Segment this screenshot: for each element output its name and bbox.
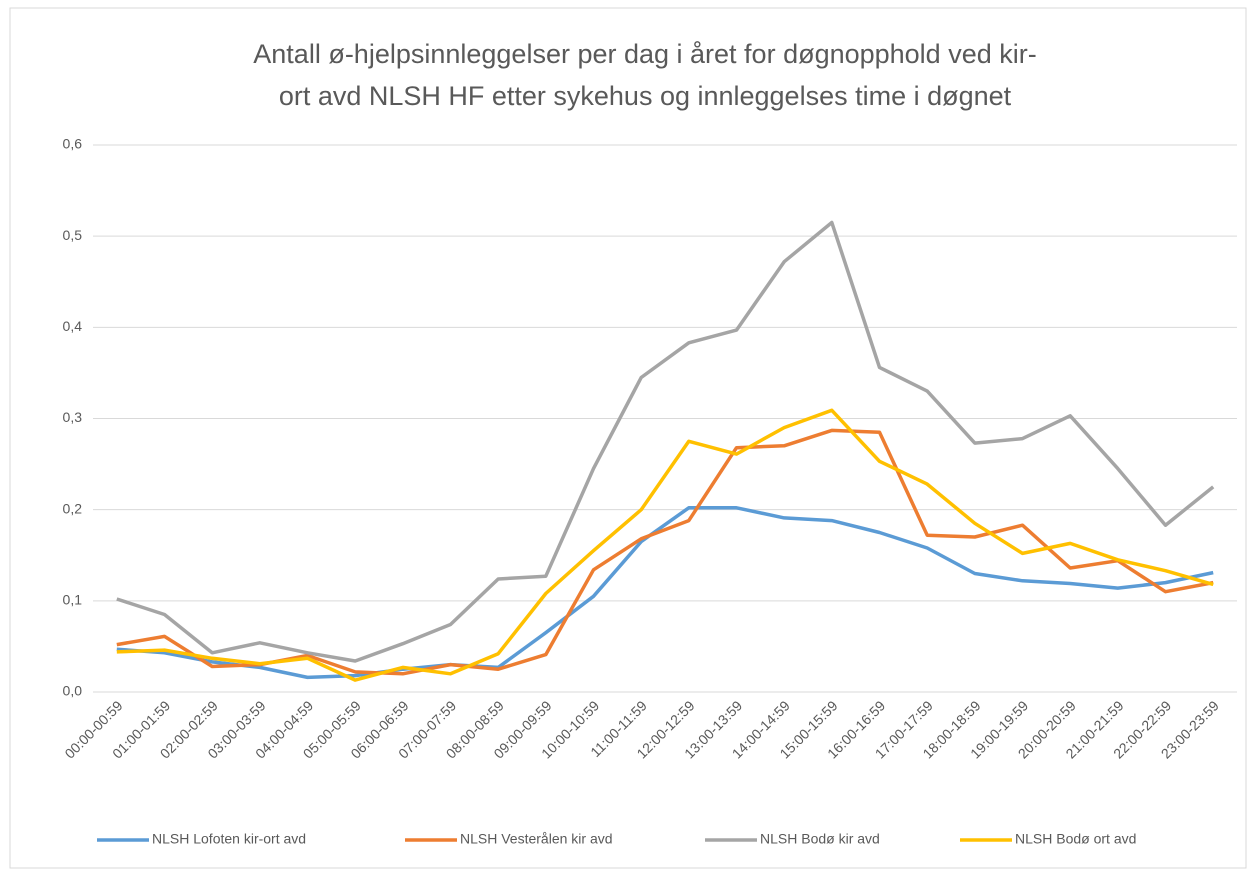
y-tick-label: 0,2 (63, 500, 83, 516)
y-tick-label: 0,5 (63, 227, 83, 243)
legend-label: NLSH Bodø ort avd (1015, 831, 1136, 847)
chart-title: Antall ø-hjelpsinnleggelser per dag i år… (253, 39, 1036, 69)
legend-label: NLSH Lofoten kir-ort avd (152, 831, 306, 847)
series-line (116, 428, 1214, 676)
y-tick-label: 0,4 (63, 318, 83, 334)
y-tick-label: 0,6 (63, 136, 83, 152)
series-line (116, 408, 1214, 682)
legend-label: NLSH Vesterålen kir avd (460, 831, 613, 847)
legend-label: NLSH Bodø kir avd (760, 831, 880, 847)
y-tick-label: 0,1 (63, 592, 83, 608)
chart-frame (9, 7, 1247, 869)
chart-title: ort avd NLSH HF etter sykehus og innlegg… (279, 81, 1012, 111)
series-line (116, 220, 1215, 663)
series-line (116, 506, 1214, 680)
y-tick-label: 0,0 (63, 683, 83, 699)
y-tick-label: 0,3 (63, 409, 83, 425)
